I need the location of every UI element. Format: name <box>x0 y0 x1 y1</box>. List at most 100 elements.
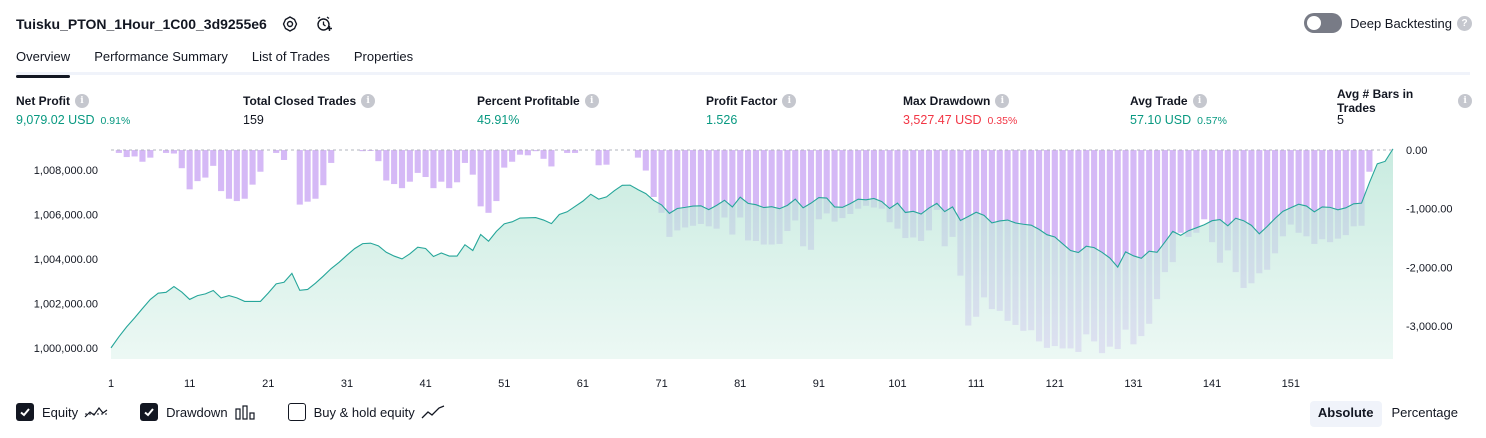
absolute-button[interactable]: Absolute <box>1309 401 1382 427</box>
right-axis-label: -3,000.00 <box>1406 321 1452 333</box>
drawdown-checkbox[interactable] <box>140 403 159 421</box>
drawdown-bar <box>131 150 138 157</box>
metric-label: Avg # Bars in Trades <box>1337 87 1414 115</box>
drawdown-bar <box>870 150 877 208</box>
x-axis-label: 101 <box>888 378 906 390</box>
drawdown-bar <box>202 150 209 178</box>
info-icon[interactable]: i <box>361 94 376 108</box>
drawdown-bar <box>280 150 288 160</box>
drawdown-bar <box>1232 150 1239 273</box>
drawdown-bar <box>194 150 201 182</box>
metric-net-profit: Net Profit i 9,079.02 USD 0.91% <box>16 93 130 127</box>
drawdown-bar <box>1240 150 1247 288</box>
drawdown-bar <box>1271 150 1279 254</box>
drawdown-bar <box>359 150 366 152</box>
drawdown-bar <box>886 150 893 223</box>
drawdown-bar <box>1342 150 1349 236</box>
drawdown-bar <box>485 150 492 213</box>
drawdown-bar <box>918 150 925 241</box>
drawdown-bar <box>422 150 429 178</box>
drawdown-bar <box>666 150 673 237</box>
right-axis-label: 0.00 <box>1406 145 1427 157</box>
drawdown-bar <box>705 150 712 227</box>
tab-properties[interactable]: Properties <box>353 49 414 64</box>
drawdown-bar <box>933 150 940 210</box>
metric-label: Profit Factor <box>706 94 778 108</box>
drawdown-bar <box>1122 150 1129 330</box>
drawdown-bar <box>1146 150 1153 324</box>
x-axis-label: 41 <box>419 378 431 390</box>
drawdown-bar <box>831 150 838 222</box>
drawdown-bar <box>312 150 319 199</box>
equity-checkbox[interactable] <box>16 403 34 421</box>
tab-overview[interactable]: Overview <box>16 47 71 78</box>
drawdown-bar <box>745 150 752 241</box>
drawdown-bar <box>139 150 146 162</box>
drawdown-bar <box>178 150 185 169</box>
drawdown-bar <box>249 150 256 185</box>
settings-gear-icon[interactable] <box>279 13 301 35</box>
deep-backtesting-toggle[interactable] <box>1304 13 1343 33</box>
drawdown-bar <box>941 150 948 247</box>
x-axis-label: 11 <box>184 378 195 390</box>
drawdown-bar <box>1358 150 1365 226</box>
left-axis-label: 1,006,000.00 <box>34 210 98 222</box>
value-mode-switch: Absolute Percentage <box>1308 401 1466 427</box>
drawdown-bar <box>391 150 398 185</box>
drawdown-bar <box>273 150 280 153</box>
drawdown-bar <box>1209 150 1216 243</box>
deep-backtesting-label: Deep Backtesting <box>1350 15 1452 31</box>
drawdown-bar <box>721 150 728 218</box>
percentage-button[interactable]: Percentage <box>1391 405 1459 420</box>
drawdown-bar <box>414 150 421 173</box>
drawdown-bar <box>147 150 154 158</box>
info-icon[interactable]: i <box>995 94 1010 108</box>
x-axis-label: 111 <box>968 378 985 390</box>
drawdown-bar <box>461 150 468 163</box>
drawdown-bar <box>925 150 933 231</box>
tab-performance-summary[interactable]: Performance Summary <box>94 49 228 64</box>
drawdown-bar <box>115 150 122 153</box>
help-icon[interactable]: ? <box>1457 15 1472 31</box>
drawdown-bar <box>1161 150 1168 273</box>
drawdown-label: Drawdown <box>166 404 228 420</box>
drawdown-bar <box>878 150 885 209</box>
buyhold-checkbox[interactable] <box>287 403 306 421</box>
drawdown-bar <box>1248 150 1255 284</box>
drawdown-bar <box>768 150 775 245</box>
metric-percent: 0.91% <box>100 115 131 127</box>
info-icon[interactable]: i <box>782 94 797 108</box>
drawdown-bar <box>650 150 657 197</box>
legend-equity[interactable]: Equity <box>16 403 108 421</box>
drawdown-bar <box>1075 150 1082 352</box>
equity-line <box>110 148 1394 349</box>
metric-total-closed-trades: Total Closed Trades i 159 <box>243 93 376 127</box>
drawdown-bar <box>1153 150 1161 300</box>
drawdown-bar <box>682 150 689 228</box>
legend-buy-hold[interactable]: Buy & hold equity <box>287 403 445 421</box>
x-axis-label: 121 <box>1046 378 1064 390</box>
right-axis-label: -1,000.00 <box>1406 204 1452 216</box>
info-icon[interactable]: i <box>75 94 89 108</box>
equity-line-icon <box>84 404 108 420</box>
metric-value: 1.526 <box>706 113 738 127</box>
info-icon[interactable]: i <box>584 94 599 108</box>
x-axis-label: 61 <box>577 378 589 390</box>
add-alert-icon[interactable] <box>313 13 335 35</box>
metric-percent: 0.35% <box>987 115 1018 127</box>
info-icon[interactable]: i <box>1192 94 1207 108</box>
metric-label: Net Profit <box>16 94 70 108</box>
drawdown-bar <box>225 150 233 199</box>
drawdown-bar <box>328 150 335 163</box>
tab-list-of-trades[interactable]: List of Trades <box>251 49 330 64</box>
drawdown-bar <box>210 150 217 166</box>
equity-drawdown-chart[interactable]: 1,008,000.00 1,006,000.00 1,004,000.00 1,00… <box>0 140 1486 396</box>
metric-value: 57.10 USD <box>1130 113 1192 127</box>
drawdown-bars-icon <box>234 404 256 420</box>
equity-area <box>111 148 1393 359</box>
drawdown-bar <box>862 150 870 206</box>
drawdown-bar <box>1350 150 1357 227</box>
info-icon[interactable]: i <box>1458 94 1472 108</box>
x-axis-label: 91 <box>813 378 825 390</box>
legend-drawdown[interactable]: Drawdown <box>140 403 255 421</box>
